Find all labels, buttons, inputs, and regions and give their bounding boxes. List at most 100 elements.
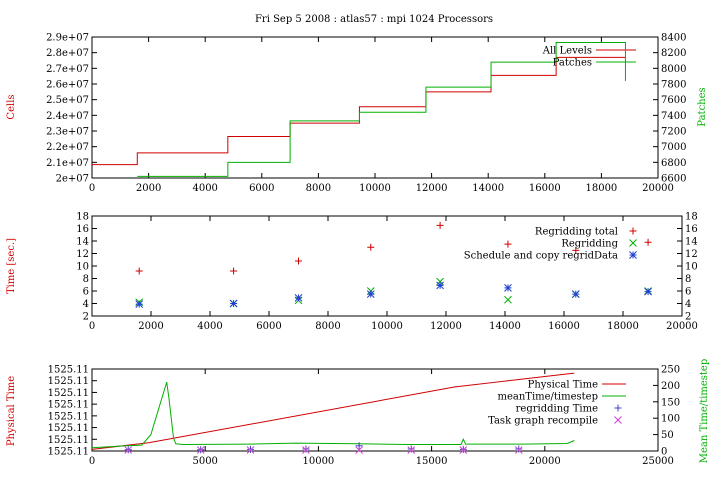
series-schedule-and-copy-regriddata-point <box>436 281 444 290</box>
x-tick-label: 4000 <box>192 183 217 194</box>
legend-label: Regridding <box>561 239 618 250</box>
regrid-time-panel: 0 2000 4000 6000 8000 10000 12000 14000 16000 180… <box>6 212 698 333</box>
legend-label: Task graph recompile <box>488 416 598 427</box>
y2-tick-label: 8400 <box>661 33 686 44</box>
y-tick-label: 1525.11 <box>48 447 89 458</box>
physical-time-panel: 0 5000 10000 15000 20000 250001525.111525.111… <box>6 359 710 467</box>
y-axis-label: Cells <box>6 94 17 119</box>
x-tick-label: 12000 <box>416 183 448 194</box>
legend-marker <box>629 251 637 259</box>
y2-tick-label: 14 <box>685 237 698 248</box>
x-tick-label: 18000 <box>607 321 639 332</box>
x-tick-label: 10000 <box>302 456 334 467</box>
legend-marker <box>629 239 637 247</box>
y-tick-label: 12 <box>76 249 89 260</box>
y2-tick-label: 4 <box>685 299 691 310</box>
y2-tick-label: 7000 <box>661 142 686 153</box>
legend-label: Schedule and copy regridData <box>464 251 618 262</box>
y-tick-label: 2 <box>83 312 89 323</box>
y-tick-label: 2.7e+07 <box>46 64 89 75</box>
series-regridding-time-point <box>407 445 415 453</box>
series-schedule-and-copy-regriddata-point <box>135 300 144 308</box>
series-schedule-and-copy-regriddata-point <box>504 284 512 292</box>
series-regridding-time-point <box>515 445 523 453</box>
y2-tick-label: 8200 <box>661 48 686 59</box>
x-tick-label: 0 <box>89 321 95 332</box>
legend-marker <box>614 416 622 424</box>
x-tick-label: 12000 <box>430 321 462 332</box>
series-schedule-and-copy-regriddata-point <box>366 290 375 298</box>
x-tick-label: 18000 <box>585 183 617 194</box>
series-regridding-total-point <box>436 221 444 229</box>
y-tick-label: 1525.11 <box>48 388 89 399</box>
series-regridding-total-point <box>135 267 143 275</box>
x-tick-label: 20000 <box>642 183 674 194</box>
series-regridding-total-point <box>504 240 512 248</box>
y-tick-label: 2.9e+07 <box>46 33 89 44</box>
x-tick-label: 14000 <box>489 321 521 332</box>
series-schedule-and-copy-regriddata-point <box>571 290 580 298</box>
y-tick-label: 2.4e+07 <box>46 111 89 122</box>
cells-patches-panel: 0 2000 4000 6000 8000 10000 12000 14000 16000 180… <box>6 33 708 195</box>
x-tick-label: 10000 <box>359 183 391 194</box>
y-tick-label: 2.5e+07 <box>46 95 89 106</box>
y-tick-label: 16 <box>76 224 89 235</box>
y-axis-label: Time [sec.] <box>6 238 17 294</box>
y-tick-label: 8 <box>83 274 89 285</box>
y-tick-label: 18 <box>76 212 89 223</box>
y-tick-label: 2.8e+07 <box>46 48 89 59</box>
x-tick-label: 4000 <box>197 321 222 332</box>
x-tick-label: 20000 <box>666 321 698 332</box>
series-all-levels-line <box>92 56 626 166</box>
y-tick-label: 2.6e+07 <box>46 80 89 91</box>
x-tick-label: 16000 <box>529 183 561 194</box>
x-tick-label: 0 <box>89 456 95 467</box>
x-tick-label: 25000 <box>642 456 674 467</box>
y-tick-label: 14 <box>76 237 89 248</box>
series-regridding-total-point <box>572 246 580 254</box>
series-physical-time-line <box>91 372 575 450</box>
y-tick-label: 10 <box>76 262 89 273</box>
y2-tick-label: 2 <box>685 312 691 323</box>
y2-tick-label: 100 <box>661 414 680 425</box>
y-tick-label: 1525.11 <box>48 376 89 387</box>
series-schedule-and-copy-regriddata-point <box>644 287 652 296</box>
x-tick-label: 20000 <box>529 456 561 467</box>
series-regridding-total-point <box>295 257 302 265</box>
x-tick-label: 5000 <box>192 456 217 467</box>
y-tick-label: 1525.11 <box>48 411 89 422</box>
y2-tick-label: 200 <box>661 381 680 392</box>
x-tick-label: 0 <box>89 183 95 194</box>
series-task-graph-recompile-point <box>124 446 133 454</box>
y2-tick-label: 7800 <box>661 80 686 91</box>
y-axis-label: Physical Time <box>6 376 17 446</box>
y-tick-label: 4 <box>83 299 89 310</box>
legend-label: meanTime/timestep <box>497 392 598 403</box>
x-tick-label: 2000 <box>136 183 161 194</box>
y2-tick-label: 6 <box>685 287 691 298</box>
y2-tick-label: 7600 <box>661 95 686 106</box>
y-tick-label: 6 <box>83 287 89 298</box>
y2-axis-label: Mean Time/timestep <box>699 359 710 463</box>
series-regridding-total-point <box>644 238 652 246</box>
series-schedule-and-copy-regriddata-point <box>229 299 238 308</box>
y2-tick-label: 10 <box>685 262 698 273</box>
series-task-graph-recompile-point <box>196 446 205 454</box>
x-tick-label: 16000 <box>548 321 580 332</box>
legend-label: Physical Time <box>528 380 598 391</box>
y2-tick-label: 150 <box>661 397 680 408</box>
y2-axis-label: Patches <box>697 87 708 126</box>
series-task-graph-recompile-point <box>355 446 364 454</box>
y-tick-label: 2.1e+07 <box>46 158 89 169</box>
y-tick-label: 1525.11 <box>48 423 89 434</box>
y2-tick-label: 18 <box>685 212 698 223</box>
series-patches-line <box>137 41 626 177</box>
y-tick-label: 2e+07 <box>56 174 89 185</box>
legend-label: All Levels <box>542 46 592 57</box>
figure-title: Fri Sep 5 2008 : atlas57 : mpi 1024 Proc… <box>255 14 493 25</box>
series-meantime-timestep-line <box>91 381 575 449</box>
legend-label: Regridding total <box>535 227 618 238</box>
series-regridding-point <box>436 277 444 286</box>
y2-tick-label: 6800 <box>661 158 686 169</box>
